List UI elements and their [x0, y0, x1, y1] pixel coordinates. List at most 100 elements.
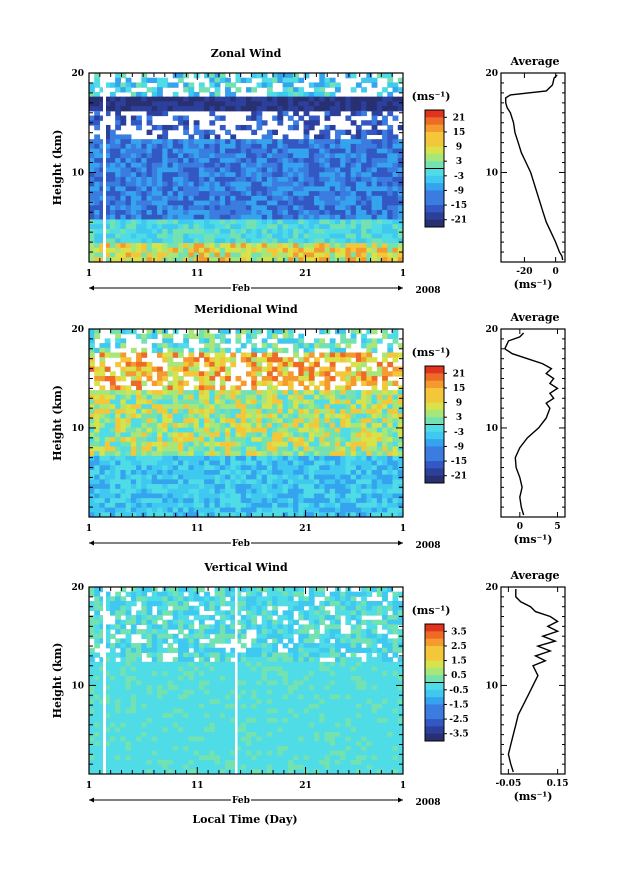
y-tick-label: 10 — [71, 424, 84, 434]
colorbar-swatch — [425, 131, 444, 140]
colorbar-swatch — [425, 468, 444, 477]
profile-y-tick: 20 — [485, 583, 498, 593]
colorbar-unit: (ms⁻¹) — [412, 346, 451, 359]
panel-title: Zonal Wind — [211, 47, 282, 60]
profile-title: Average — [509, 569, 559, 582]
colorbar-label: -9 — [454, 442, 464, 452]
colorbar-swatch — [425, 475, 444, 484]
colorbar-swatch — [425, 110, 444, 118]
x-tick-label: 1 — [400, 269, 406, 279]
y-axis-label: Height (km) — [51, 643, 64, 719]
y-tick-label: 10 — [71, 168, 84, 178]
colorbar-label: 3 — [456, 157, 462, 167]
colorbar-swatch — [425, 704, 444, 713]
plot-frame — [88, 328, 404, 518]
colorbar-swatch — [425, 197, 444, 206]
colorbar-swatch — [425, 183, 444, 191]
colorbar-swatch — [425, 124, 444, 133]
colorbar-label: -15 — [451, 457, 467, 467]
colorbar-label: 21 — [453, 113, 466, 123]
x-tick-label: 1 — [400, 781, 406, 791]
colorbar-swatch — [425, 409, 444, 418]
colorbar-label: -2.5 — [449, 715, 468, 725]
colorbar-swatch — [425, 387, 444, 396]
colorbar-label: 9 — [456, 399, 462, 409]
colorbar-swatch — [425, 205, 444, 213]
x-tick-label: 11 — [191, 524, 204, 534]
plot-frame — [88, 72, 404, 263]
colorbar-swatch — [425, 219, 444, 228]
colorbar-swatch — [425, 117, 444, 126]
colorbar-swatch — [425, 711, 444, 720]
profile-title: Average — [509, 55, 559, 68]
y-tick-label: 20 — [71, 69, 84, 79]
profile-title: Average — [509, 311, 559, 324]
x-tick-label: 21 — [299, 269, 312, 279]
y-tick-label: 10 — [71, 681, 84, 691]
x-tick-label: 11 — [191, 269, 204, 279]
colorbar-swatch — [425, 366, 444, 374]
colorbar-swatch — [425, 689, 444, 698]
panel-title: Meridional Wind — [194, 303, 298, 316]
year-label: 2008 — [415, 798, 440, 808]
colorbar-label: 2.5 — [451, 642, 467, 652]
colorbar-unit: (ms⁻¹) — [412, 604, 451, 617]
colorbar-swatch — [425, 726, 444, 735]
colorbar-label: -21 — [451, 472, 467, 482]
colorbar-swatch — [425, 424, 444, 433]
profile-x-unit: (ms⁻¹) — [514, 533, 553, 546]
colorbar-swatch — [425, 675, 444, 683]
colorbar-label: -0.5 — [449, 686, 468, 696]
profile-x-unit: (ms⁻¹) — [514, 278, 553, 291]
panel-title: Vertical Wind — [203, 561, 288, 574]
colorbar-swatch — [425, 431, 444, 440]
plot-frame — [88, 586, 404, 775]
y-axis-label: Height (km) — [51, 385, 64, 461]
profile-x-tick: 0 — [517, 522, 523, 532]
colorbar-label: -21 — [451, 216, 467, 226]
profile-frame — [500, 72, 566, 263]
x-tick-label: 1 — [86, 781, 92, 791]
colorbar-swatch — [425, 175, 444, 184]
colorbar-label: 21 — [453, 369, 466, 379]
profile-x-tick: 0 — [553, 267, 559, 277]
colorbar-swatch — [425, 380, 444, 389]
colorbar-swatch — [425, 624, 444, 632]
y-tick-label: 20 — [71, 583, 84, 593]
colorbar-swatch — [425, 733, 444, 742]
heatmap-field — [89, 329, 403, 517]
x-tick-label: 1 — [86, 524, 92, 534]
colorbar-swatch — [425, 461, 444, 469]
colorbar-swatch — [425, 660, 444, 669]
colorbar-swatch — [425, 373, 444, 382]
colorbar-swatch — [425, 667, 444, 676]
colorbar-swatch — [425, 417, 444, 425]
profile-x-tick: -20 — [516, 267, 532, 277]
colorbar-swatch — [425, 139, 444, 148]
colorbar-swatch — [425, 212, 444, 221]
profile-y-tick: 20 — [485, 325, 498, 335]
x-tick-label: 1 — [86, 269, 92, 279]
colorbar-swatch — [425, 682, 444, 691]
colorbar-label: 0.5 — [451, 671, 467, 681]
colorbar-label: -3 — [454, 172, 464, 182]
colorbar-swatch — [425, 190, 444, 199]
month-label: Feb — [232, 539, 250, 549]
profile-frame — [500, 328, 566, 518]
colorbar-swatch — [425, 697, 444, 705]
colorbar-swatch — [425, 453, 444, 462]
colorbar-swatch — [425, 168, 444, 177]
heatmap-field — [89, 73, 403, 262]
colorbar-label: -15 — [451, 201, 467, 211]
colorbar-swatch — [425, 161, 444, 169]
colorbar-label: 3 — [456, 413, 462, 423]
profile-line — [505, 74, 564, 261]
profile-line — [503, 332, 559, 516]
heatmap-field — [89, 587, 403, 774]
colorbar-label: 15 — [453, 128, 466, 138]
colorbar-swatch — [425, 653, 444, 662]
x-tick-label: 1 — [400, 524, 406, 534]
